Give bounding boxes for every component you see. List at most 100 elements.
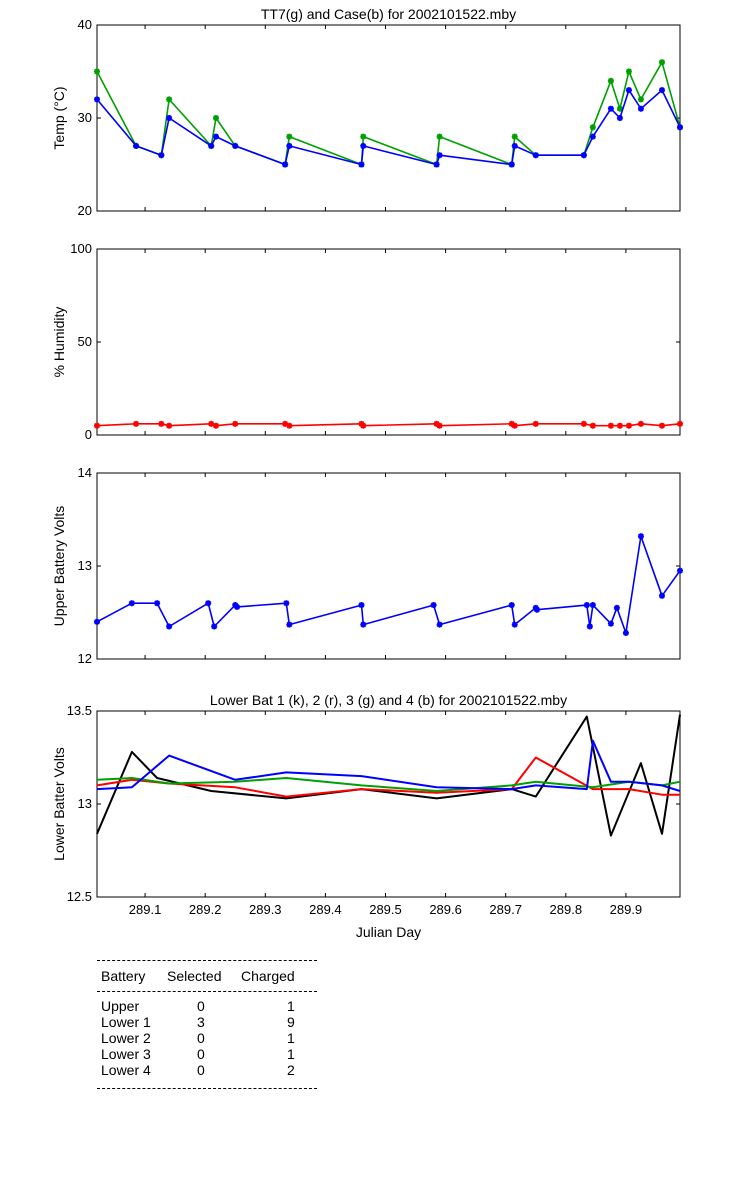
data-point: [580, 420, 587, 427]
plot-frame: [96, 472, 681, 660]
x-tick-label: 289.1: [129, 902, 162, 917]
data-point: [637, 533, 644, 540]
data-point: [358, 602, 365, 609]
data-point: [637, 96, 644, 103]
series-line-tt7: [96, 61, 681, 166]
y-axis-label: % Humidity: [51, 307, 67, 378]
table-row: Lower 4 0 2: [97, 1062, 317, 1078]
y-tick-label: 13: [78, 558, 92, 573]
data-point: [589, 133, 596, 140]
row-battery: Upper: [101, 998, 140, 1014]
data-point: [508, 420, 515, 427]
series-line-4-b: [96, 739, 681, 792]
x-tick-label: 289.4: [309, 902, 342, 917]
data-point: [511, 422, 518, 429]
data-point: [658, 592, 665, 599]
data-point: [511, 621, 518, 628]
row-charged: 1: [287, 1046, 295, 1062]
table-row: Upper 0 1: [97, 998, 317, 1014]
data-point: [508, 602, 515, 609]
data-point: [166, 623, 173, 630]
table-row: Lower 1 3 9: [97, 1014, 317, 1030]
table-header-divider: [97, 991, 317, 992]
row-selected: 0: [197, 1030, 205, 1046]
data-point: [286, 621, 293, 628]
data-point: [586, 623, 593, 630]
data-point: [607, 105, 614, 112]
data-point: [282, 420, 289, 427]
data-point: [358, 161, 365, 168]
data-point: [213, 422, 220, 429]
chart-title: Lower Bat 1 (k), 2 (r), 3 (g) and 4 (b) …: [210, 692, 567, 708]
data-point: [166, 422, 173, 429]
data-point: [282, 161, 289, 168]
data-point: [283, 600, 290, 607]
table-top-divider: [97, 960, 317, 961]
data-point: [234, 603, 241, 610]
chart-title: TT7(g) and Case(b) for 2002101522.mby: [261, 6, 516, 22]
x-tick-label: 289.7: [489, 902, 522, 917]
data-point: [589, 602, 596, 609]
series-line-case: [96, 89, 681, 166]
y-tick-label: 12.5: [67, 889, 92, 904]
table-row: Lower 2 0 1: [97, 1030, 317, 1046]
data-point: [433, 420, 440, 427]
data-point: [677, 420, 683, 427]
data-point: [532, 420, 539, 427]
data-point: [360, 422, 367, 429]
data-point: [677, 124, 683, 131]
x-tick-label: 289.5: [369, 902, 402, 917]
data-point: [158, 152, 165, 159]
x-tick-label: 289.9: [610, 902, 643, 917]
data-point: [616, 115, 623, 121]
y-tick-label: 20: [78, 203, 92, 218]
row-battery: Lower 4: [101, 1062, 151, 1078]
header-selected: Selected: [167, 968, 222, 984]
data-point: [286, 133, 293, 140]
data-point: [208, 142, 215, 149]
series-line-1-k: [96, 714, 681, 837]
x-axis-label: Julian Day: [356, 924, 421, 940]
x-tick-label: 289.2: [189, 902, 222, 917]
header-charged: Charged: [241, 968, 295, 984]
data-point: [213, 115, 220, 121]
data-point: [607, 77, 614, 84]
data-point: [637, 420, 644, 427]
row-selected: 0: [197, 1046, 205, 1062]
data-point: [511, 142, 518, 149]
data-point: [613, 604, 620, 611]
series-line-2-r: [96, 756, 680, 798]
data-point: [436, 422, 443, 429]
data-point: [133, 420, 140, 427]
battery-stats-table: Battery Selected Charged Upper 0 1 Lower…: [97, 960, 317, 1089]
table-bottom-divider: [97, 1088, 317, 1089]
data-point: [580, 152, 587, 159]
y-tick-label: 13: [78, 796, 92, 811]
data-point: [583, 602, 590, 609]
y-tick-label: 13.5: [67, 703, 92, 718]
plot-frame: [96, 248, 681, 436]
data-point: [94, 422, 100, 429]
row-charged: 9: [287, 1014, 295, 1030]
data-point: [589, 422, 596, 429]
data-point: [658, 59, 665, 66]
data-point: [436, 152, 443, 159]
y-tick-label: 14: [78, 465, 92, 480]
data-point: [133, 142, 140, 149]
header-battery: Battery: [101, 968, 146, 984]
data-point: [211, 623, 218, 630]
data-point: [94, 96, 100, 103]
data-point: [677, 567, 683, 574]
plot-frame: [96, 24, 681, 212]
data-point: [360, 142, 367, 149]
data-point: [430, 602, 437, 609]
data-point: [625, 422, 632, 429]
data-point: [533, 606, 540, 613]
x-tick-label: 289.8: [550, 902, 583, 917]
data-point: [232, 142, 239, 149]
data-point: [94, 618, 100, 625]
series-line-upper: [96, 535, 681, 634]
data-point: [128, 600, 135, 607]
data-point: [622, 629, 629, 636]
data-point: [616, 105, 623, 112]
